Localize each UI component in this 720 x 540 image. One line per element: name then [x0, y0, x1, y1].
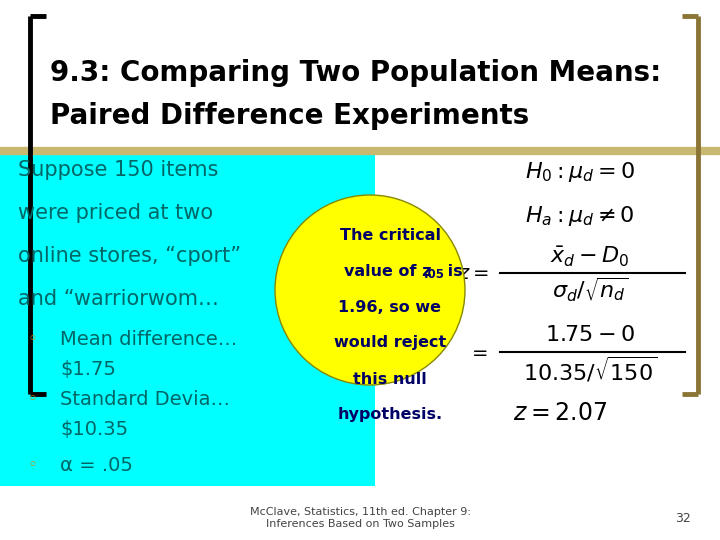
Text: Standard Devia…: Standard Devia…: [60, 389, 230, 409]
Text: The critical: The critical: [340, 227, 441, 242]
Text: $z = 2.07$: $z = 2.07$: [513, 401, 607, 425]
Text: ◦: ◦: [28, 456, 37, 474]
Text: 32: 32: [675, 511, 691, 524]
Text: McClave, Statistics, 11th ed. Chapter 9:
Inferences Based on Two Samples: McClave, Statistics, 11th ed. Chapter 9:…: [250, 507, 470, 529]
Text: ◦: ◦: [28, 390, 37, 408]
Text: ◦: ◦: [28, 330, 37, 348]
Text: $1.75: $1.75: [60, 360, 116, 379]
Text: Paired Difference Experiments: Paired Difference Experiments: [50, 102, 529, 130]
Text: $\bar{x}_d - D_0$: $\bar{x}_d - D_0$: [550, 245, 630, 268]
Text: 9.3: Comparing Two Population Means:: 9.3: Comparing Two Population Means:: [50, 59, 661, 87]
Text: $H_a : \mu_d \neq 0$: $H_a : \mu_d \neq 0$: [525, 204, 635, 228]
Text: value of z: value of z: [344, 264, 432, 279]
Text: $1.75 - 0$: $1.75 - 0$: [545, 325, 635, 345]
Text: were priced at two: were priced at two: [18, 203, 213, 223]
FancyBboxPatch shape: [0, 151, 375, 486]
Text: this null: this null: [353, 372, 427, 387]
Text: Mean difference…: Mean difference…: [60, 329, 238, 349]
Text: $z=$: $z=$: [457, 264, 488, 283]
Text: $H_0 : \mu_d = 0$: $H_0 : \mu_d = 0$: [525, 160, 635, 184]
Text: $10.35: $10.35: [60, 420, 128, 438]
Circle shape: [275, 195, 465, 385]
Text: is: is: [442, 264, 463, 279]
Text: α = .05: α = .05: [60, 456, 133, 475]
Text: $10.35/\sqrt{150}$: $10.35/\sqrt{150}$: [523, 355, 657, 384]
Text: Suppose 150 items: Suppose 150 items: [18, 160, 218, 180]
Text: and “warriorwom…: and “warriorwom…: [18, 289, 219, 309]
Text: 1.96, so we: 1.96, so we: [338, 300, 441, 314]
Text: online stores, “cport”: online stores, “cport”: [18, 246, 241, 266]
Text: $=$: $=$: [468, 342, 488, 361]
Text: .05: .05: [424, 268, 445, 281]
Text: would reject: would reject: [334, 335, 446, 350]
Text: $\sigma_d / \sqrt{n_d}$: $\sigma_d / \sqrt{n_d}$: [552, 275, 629, 303]
Text: hypothesis.: hypothesis.: [338, 408, 443, 422]
